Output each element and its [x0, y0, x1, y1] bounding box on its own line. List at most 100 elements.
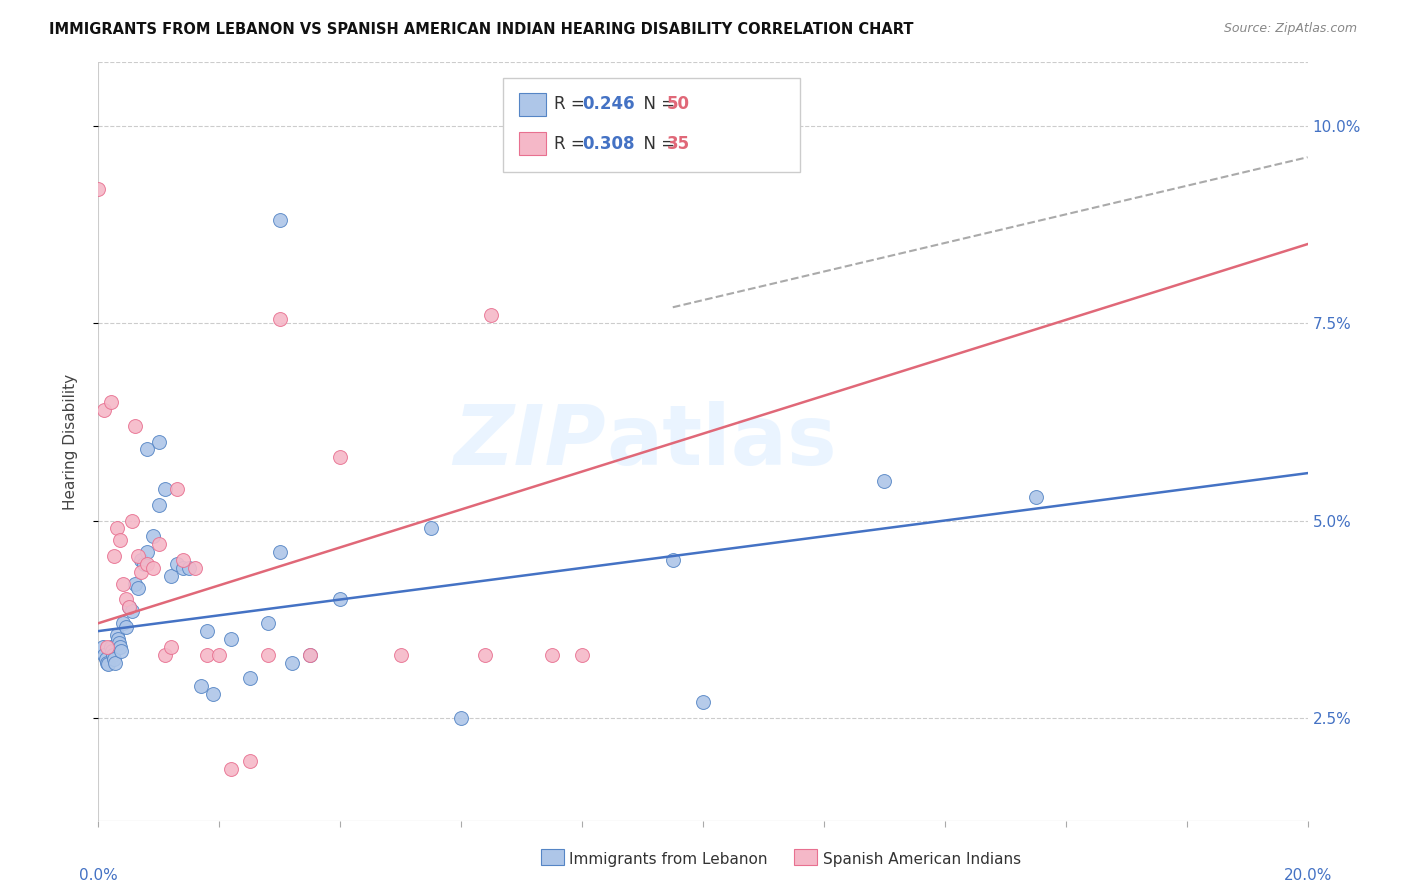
Point [172, 553, 194, 567]
FancyBboxPatch shape [503, 78, 800, 172]
Point [692, 695, 714, 709]
Point [110, 644, 132, 658]
Text: Source: ZipAtlas.com: Source: ZipAtlas.com [1223, 22, 1357, 36]
Point [118, 600, 141, 615]
Point [96, 640, 118, 654]
Text: N =: N = [633, 135, 681, 153]
Point [256, 648, 278, 662]
Point [195, 624, 218, 639]
Point [100, 644, 122, 658]
Point [420, 521, 443, 535]
Text: R =: R = [554, 95, 591, 113]
Point [135, 557, 157, 571]
Point [135, 545, 157, 559]
Point [103, 651, 125, 665]
Point [474, 648, 496, 662]
Point [329, 592, 352, 607]
Text: Spanish American Indians: Spanish American Indians [823, 853, 1021, 867]
Bar [519, 93, 546, 115]
Point [121, 514, 143, 528]
Text: IMMIGRANTS FROM LEBANON VS SPANISH AMERICAN INDIAN HEARING DISABILITY CORRELATIO: IMMIGRANTS FROM LEBANON VS SPANISH AMERI… [49, 22, 914, 37]
Point [202, 687, 225, 701]
Text: 0.246: 0.246 [582, 95, 634, 113]
Point [129, 565, 152, 579]
Point [160, 640, 183, 654]
Point [111, 616, 134, 631]
Point [124, 418, 146, 433]
Point [105, 521, 128, 535]
Point [269, 312, 291, 326]
Point [118, 600, 141, 615]
Point [127, 581, 149, 595]
Point [96, 656, 118, 670]
Point [481, 308, 503, 322]
Point [129, 553, 152, 567]
Point [91, 640, 114, 654]
Point [127, 549, 149, 563]
Text: Immigrants from Lebanon: Immigrants from Lebanon [569, 853, 768, 867]
Point [239, 755, 262, 769]
Text: N =: N = [633, 95, 681, 113]
Point [100, 640, 122, 654]
Point [108, 533, 131, 548]
Point [160, 569, 183, 583]
Point [179, 561, 201, 575]
Point [132, 557, 155, 571]
Point [142, 561, 165, 575]
Point [190, 679, 212, 693]
Point [221, 632, 243, 646]
Point [148, 498, 170, 512]
Point [269, 213, 291, 227]
Point [107, 632, 129, 646]
Point [153, 648, 176, 662]
Point [208, 648, 231, 662]
Point [93, 403, 115, 417]
Point [105, 628, 128, 642]
Point [221, 762, 243, 776]
Point [101, 648, 124, 662]
Point [389, 648, 412, 662]
Point [1024, 490, 1046, 504]
Text: 0.0%: 0.0% [79, 868, 118, 883]
Bar [519, 132, 546, 155]
Point [571, 648, 593, 662]
Point [103, 549, 125, 563]
Point [873, 474, 896, 488]
Point [281, 656, 304, 670]
Point [100, 395, 122, 409]
Text: 0.308: 0.308 [582, 135, 634, 153]
Point [148, 434, 170, 449]
Point [195, 648, 218, 662]
Point [299, 648, 322, 662]
Point [661, 553, 683, 567]
Point [148, 537, 170, 551]
Point [135, 442, 157, 457]
Point [172, 561, 194, 575]
Point [142, 529, 165, 543]
Point [299, 648, 322, 662]
Point [540, 648, 562, 662]
Point [94, 651, 117, 665]
Point [256, 616, 278, 631]
Point [97, 657, 120, 672]
Text: 35: 35 [666, 135, 690, 153]
Point [329, 450, 352, 465]
Point [111, 576, 134, 591]
Text: 50: 50 [666, 95, 690, 113]
Text: 20.0%: 20.0% [1284, 868, 1331, 883]
Point [87, 182, 110, 196]
Point [114, 620, 136, 634]
Point [269, 545, 291, 559]
Text: ZIP: ZIP [454, 401, 606, 482]
Point [104, 656, 127, 670]
Point [166, 557, 188, 571]
Point [114, 592, 136, 607]
Point [166, 482, 188, 496]
Point [450, 711, 472, 725]
Y-axis label: Hearing Disability: Hearing Disability [63, 374, 77, 509]
Point [93, 648, 115, 662]
Point [108, 636, 131, 650]
Text: atlas: atlas [606, 401, 837, 482]
Text: R =: R = [554, 135, 591, 153]
Point [124, 576, 146, 591]
